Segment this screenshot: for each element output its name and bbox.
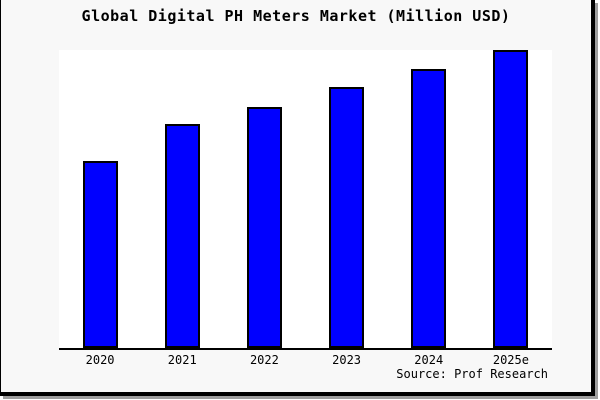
x-tick-label-2025e: 2025e <box>492 353 529 367</box>
bar-2025e <box>493 50 529 348</box>
bar-2021 <box>164 124 200 348</box>
chart-title: Global Digital PH Meters Market (Million… <box>81 7 511 25</box>
x-tick-label-2020: 2020 <box>85 353 115 367</box>
bar-2022 <box>246 107 282 348</box>
bar-2020 <box>82 161 118 348</box>
x-tick-label-2023: 2023 <box>332 353 362 367</box>
bar-2023 <box>329 87 365 348</box>
source-credit: Source: Prof Research <box>396 367 548 381</box>
x-tick-label-2022: 2022 <box>249 353 279 367</box>
x-tick-label-2021: 2021 <box>167 353 197 367</box>
plot-area <box>59 50 552 350</box>
x-tick-label-2024: 2024 <box>414 353 444 367</box>
bars-layer <box>59 50 552 348</box>
x-axis-labels: 2020 2021 2022 2023 2024 2025e <box>59 353 552 369</box>
bar-2024 <box>411 69 447 348</box>
